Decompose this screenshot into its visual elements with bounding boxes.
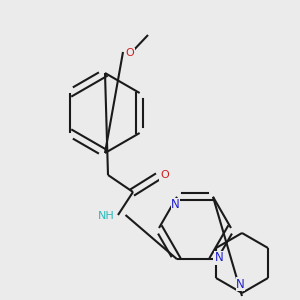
Text: N: N [236, 278, 245, 291]
Text: NH: NH [98, 211, 115, 221]
Text: N: N [214, 251, 223, 264]
Text: O: O [160, 170, 169, 181]
Text: N: N [171, 198, 180, 211]
Text: O: O [125, 49, 134, 58]
